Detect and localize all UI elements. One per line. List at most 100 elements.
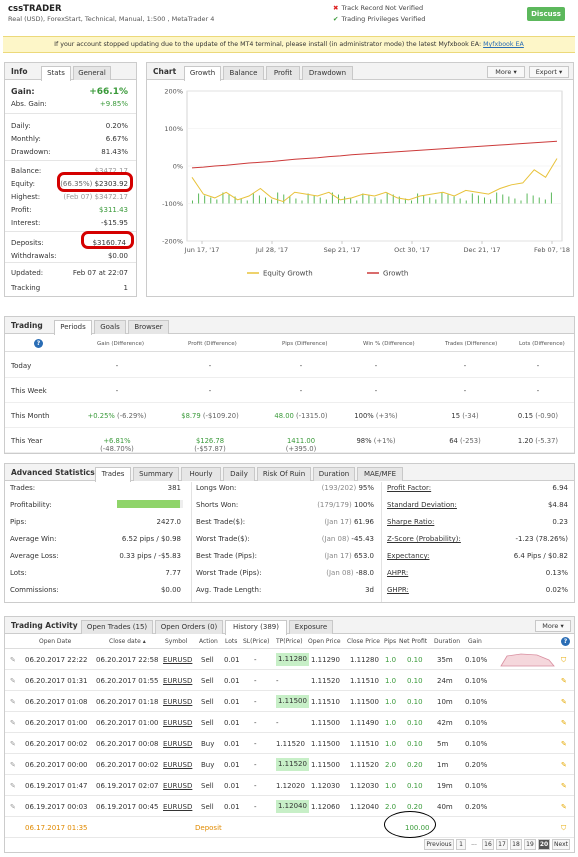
- myfxbook-ea-link[interactable]: Myfxbook EA: [483, 41, 524, 48]
- page-button[interactable]: 20: [538, 839, 550, 850]
- cell-duration: 1m: [437, 761, 449, 769]
- tab-periods[interactable]: Periods: [54, 320, 92, 335]
- tab-trades[interactable]: Trades: [95, 467, 131, 482]
- help-icon[interactable]: ?: [34, 339, 43, 348]
- tab-summary[interactable]: Summary: [133, 467, 179, 481]
- cell-open: 06.20.2017 01:31: [25, 677, 88, 685]
- tab-stats[interactable]: Stats: [41, 66, 71, 81]
- period-label[interactable]: This Month: [11, 412, 50, 420]
- col-trades[interactable]: Trades (Difference): [445, 341, 498, 347]
- cell-symbol[interactable]: EURUSD: [163, 740, 193, 748]
- pencil-icon[interactable]: ✎: [10, 782, 16, 790]
- col-open-date[interactable]: Open Date: [39, 638, 72, 645]
- col-duration[interactable]: Duration: [434, 638, 461, 645]
- trading-cell: -: [87, 387, 147, 395]
- volume-bar: [411, 200, 412, 204]
- cell-symbol[interactable]: EURUSD: [163, 782, 193, 790]
- help-icon[interactable]: ?: [561, 637, 570, 646]
- tab-profit[interactable]: Profit: [266, 66, 300, 80]
- tab-daily[interactable]: Daily: [223, 467, 255, 481]
- adv-stat-label[interactable]: Expectancy:: [387, 552, 430, 560]
- tab-growth[interactable]: Growth: [184, 66, 221, 81]
- tab-hourly[interactable]: Hourly: [181, 467, 221, 481]
- pencil-icon[interactable]: ✎: [10, 656, 16, 664]
- tab-goals[interactable]: Goals: [94, 320, 126, 334]
- pencil-icon[interactable]: ✎: [10, 698, 16, 706]
- cell-symbol[interactable]: EURUSD: [163, 719, 193, 727]
- page-button[interactable]: 1: [456, 839, 466, 850]
- period-label[interactable]: This Week: [11, 387, 47, 395]
- col-open-price[interactable]: Open Price: [308, 638, 341, 645]
- trading-privileges-status: ✔ Trading Privileges Verified: [333, 15, 426, 23]
- trading-cell: 1411.00 (+395.0): [271, 437, 331, 453]
- tab-browser[interactable]: Browser: [128, 320, 169, 334]
- tab-general[interactable]: General: [73, 66, 111, 80]
- col-close-date[interactable]: Close date ▴: [109, 638, 146, 645]
- tab-open-orders[interactable]: Open Orders (0): [155, 620, 223, 634]
- adv-stat-value: 7.77: [165, 569, 181, 577]
- period-label[interactable]: This Year: [11, 437, 43, 445]
- cell-symbol[interactable]: EURUSD: [163, 698, 193, 706]
- col-action[interactable]: Action: [199, 638, 218, 645]
- tab-exposure[interactable]: Exposure: [289, 620, 333, 634]
- adv-stat-label[interactable]: GHPR:: [387, 586, 409, 594]
- page-button[interactable]: 16: [482, 839, 494, 850]
- adv-stat-value: 3d: [365, 586, 374, 594]
- tab-duration[interactable]: Duration: [313, 467, 355, 481]
- col-close-price[interactable]: Close Price: [347, 638, 380, 645]
- page-button[interactable]: Next: [552, 839, 570, 850]
- tab-balance[interactable]: Balance: [223, 66, 264, 80]
- col-win[interactable]: Win % (Difference): [363, 341, 415, 347]
- col-net-profit[interactable]: Net Profit: [399, 638, 428, 645]
- page-button[interactable]: Previous: [424, 839, 454, 850]
- cell-close-price: 1.11500: [350, 698, 379, 706]
- col-profit[interactable]: Profit (Difference): [188, 341, 237, 347]
- cell-symbol[interactable]: EURUSD: [163, 677, 193, 685]
- col-tp-price[interactable]: TP(Price): [276, 638, 303, 645]
- chart-more-button[interactable]: More ▾: [487, 66, 525, 78]
- tab-open-trades[interactable]: Open Trades (15): [81, 620, 153, 634]
- col-gain[interactable]: Gain (Difference): [97, 341, 145, 347]
- notice-text: If your account stopped updating due to …: [54, 41, 482, 48]
- chart-title: Chart: [153, 67, 177, 76]
- cell-symbol[interactable]: EURUSD: [163, 656, 193, 664]
- col-lots[interactable]: Lots: [225, 638, 238, 645]
- trading-cell: 64 (-253): [435, 437, 495, 445]
- activity-more-button[interactable]: More ▾: [535, 620, 571, 632]
- discuss-button[interactable]: Discuss: [527, 7, 565, 21]
- adv-stat-label[interactable]: AHPR:: [387, 569, 409, 577]
- col-symbol[interactable]: Symbol: [165, 638, 188, 645]
- column-divider: [381, 482, 382, 602]
- tab-mae-mfe[interactable]: MAE/MFE: [357, 467, 403, 481]
- adv-stat-note: (193/202): [321, 484, 359, 492]
- chart-export-button[interactable]: Export ▾: [529, 66, 569, 78]
- withdrawals-label: Withdrawals:: [11, 252, 57, 260]
- tab-history[interactable]: History (389): [225, 620, 287, 635]
- pencil-icon[interactable]: ✎: [10, 761, 16, 769]
- cell-symbol[interactable]: EURUSD: [163, 761, 193, 769]
- volume-bar: [484, 197, 485, 204]
- adv-stat-label[interactable]: Standard Deviation:: [387, 501, 457, 509]
- tab-risk-of-ruin[interactable]: Risk Of Ruin: [257, 467, 311, 481]
- period-label[interactable]: Today: [11, 362, 32, 370]
- adv-stat-label[interactable]: Z-Score (Probability):: [387, 535, 461, 543]
- page-button[interactable]: 19: [524, 839, 536, 850]
- col-lots[interactable]: Lots (Difference): [519, 341, 565, 347]
- cell-diff: (-34): [460, 412, 479, 420]
- pencil-icon[interactable]: ✎: [10, 803, 16, 811]
- adv-stat-label[interactable]: Profit Factor:: [387, 484, 432, 492]
- page-button[interactable]: 18: [510, 839, 522, 850]
- col-pips[interactable]: Pips: [384, 638, 397, 645]
- cell-profit: 0.10: [407, 698, 423, 706]
- pencil-icon[interactable]: ✎: [10, 677, 16, 685]
- col-pips[interactable]: Pips (Difference): [282, 341, 328, 347]
- pencil-icon[interactable]: ✎: [10, 740, 16, 748]
- cell-symbol[interactable]: EURUSD: [163, 803, 193, 811]
- page-button[interactable]: 17: [496, 839, 508, 850]
- col-sl-price[interactable]: SL(Price): [243, 638, 270, 645]
- pencil-icon[interactable]: ✎: [10, 719, 16, 727]
- cell-tp: 1.11520: [276, 740, 305, 748]
- col-gain[interactable]: Gain: [468, 638, 482, 645]
- adv-stat-label[interactable]: Sharpe Ratio:: [387, 518, 435, 526]
- tab-drawdown[interactable]: Drawdown: [302, 66, 353, 80]
